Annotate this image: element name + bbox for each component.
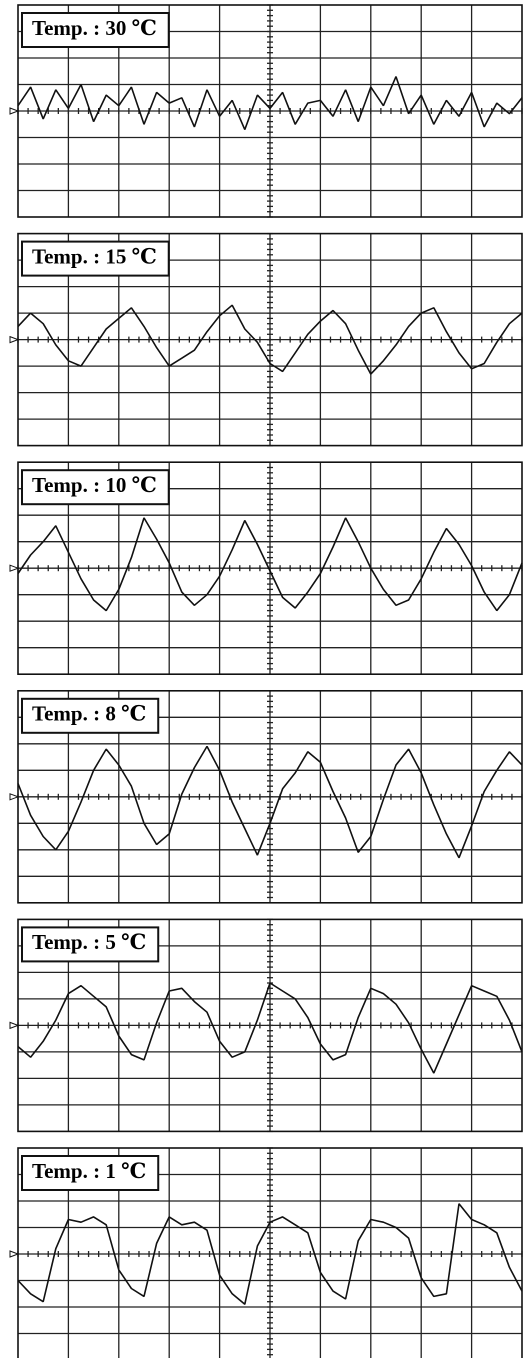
ground-marker [10, 794, 18, 800]
panel-title: Temp. : 15 ℃ [32, 244, 157, 268]
label-box: Temp. : 1 ℃ [22, 1156, 158, 1190]
scope-panel: Temp. : 1 ℃ [10, 1148, 522, 1358]
ground-marker [10, 565, 18, 571]
scope-panel: Temp. : 5 ℃ [10, 919, 522, 1131]
label-box: Temp. : 30 ℃ [22, 13, 169, 47]
figure: Temp. : 30 ℃ Temp. : 15 ℃ Temp. : 10 ℃ Temp… [0, 0, 526, 1358]
label-box: Temp. : 15 ℃ [22, 242, 169, 276]
panel-title: Temp. : 5 ℃ [32, 930, 146, 954]
label-box: Temp. : 10 ℃ [22, 470, 169, 504]
ground-marker [10, 337, 18, 343]
label-box: Temp. : 5 ℃ [22, 927, 158, 961]
ground-marker [10, 1251, 18, 1257]
scope-panel: Temp. : 15 ℃ [10, 234, 522, 446]
ground-marker [10, 1022, 18, 1028]
panel-title: Temp. : 1 ℃ [32, 1159, 146, 1183]
page: {"chart_data": [ {"type": "line", "title… [0, 0, 526, 1358]
panel-title: Temp. : 30 ℃ [32, 16, 157, 40]
ground-marker [10, 108, 18, 114]
scope-panel: Temp. : 30 ℃ [10, 5, 522, 217]
label-box: Temp. : 8 ℃ [22, 699, 158, 733]
scope-panel: Temp. : 8 ℃ [10, 691, 522, 903]
panel-title: Temp. : 8 ℃ [32, 702, 146, 726]
panel-title: Temp. : 10 ℃ [32, 473, 157, 497]
scope-panel: Temp. : 10 ℃ [10, 462, 522, 674]
